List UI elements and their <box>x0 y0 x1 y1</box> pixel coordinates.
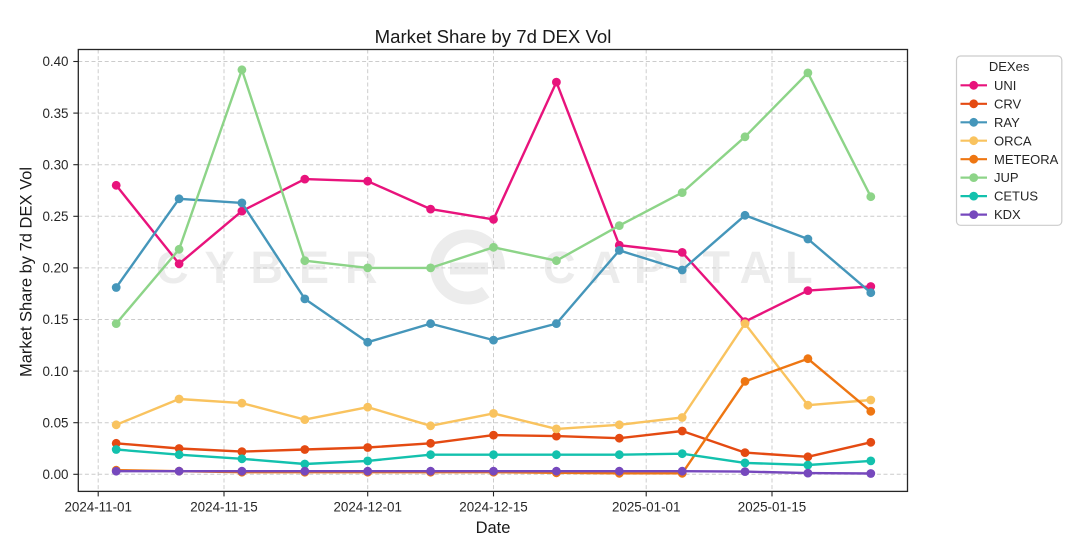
svg-text:0.30: 0.30 <box>42 157 68 172</box>
svg-text:0.40: 0.40 <box>42 54 68 69</box>
svg-text:Market Share by 7d DEX Vol: Market Share by 7d DEX Vol <box>375 26 612 47</box>
svg-text:JUP: JUP <box>994 170 1019 185</box>
svg-text:UNI: UNI <box>994 78 1016 93</box>
svg-text:0.20: 0.20 <box>42 261 68 276</box>
svg-text:2024-12-01: 2024-12-01 <box>333 499 402 514</box>
svg-text:CETUS: CETUS <box>994 189 1038 204</box>
svg-text:0.10: 0.10 <box>42 364 68 379</box>
svg-text:0.35: 0.35 <box>42 106 68 121</box>
svg-text:0.25: 0.25 <box>42 209 68 224</box>
svg-text:2024-11-15: 2024-11-15 <box>190 499 258 514</box>
svg-text:Date: Date <box>476 519 511 537</box>
svg-text:KDX: KDX <box>994 207 1021 222</box>
svg-text:Market Share by 7d DEX Vol: Market Share by 7d DEX Vol <box>18 167 36 377</box>
svg-text:2024-11-01: 2024-11-01 <box>64 499 132 514</box>
svg-text:0.15: 0.15 <box>42 312 68 327</box>
svg-text:0.05: 0.05 <box>42 415 68 430</box>
svg-text:2025-01-01: 2025-01-01 <box>612 499 681 514</box>
svg-text:0.00: 0.00 <box>42 467 68 482</box>
svg-text:2025-01-15: 2025-01-15 <box>738 499 807 514</box>
svg-text:2024-12-15: 2024-12-15 <box>459 499 528 514</box>
svg-text:CRV: CRV <box>994 96 1022 111</box>
svg-text:ORCA: ORCA <box>994 133 1032 148</box>
svg-text:DEXes: DEXes <box>989 59 1030 74</box>
svg-text:METEORA: METEORA <box>994 152 1059 167</box>
svg-text:RAY: RAY <box>994 115 1020 130</box>
